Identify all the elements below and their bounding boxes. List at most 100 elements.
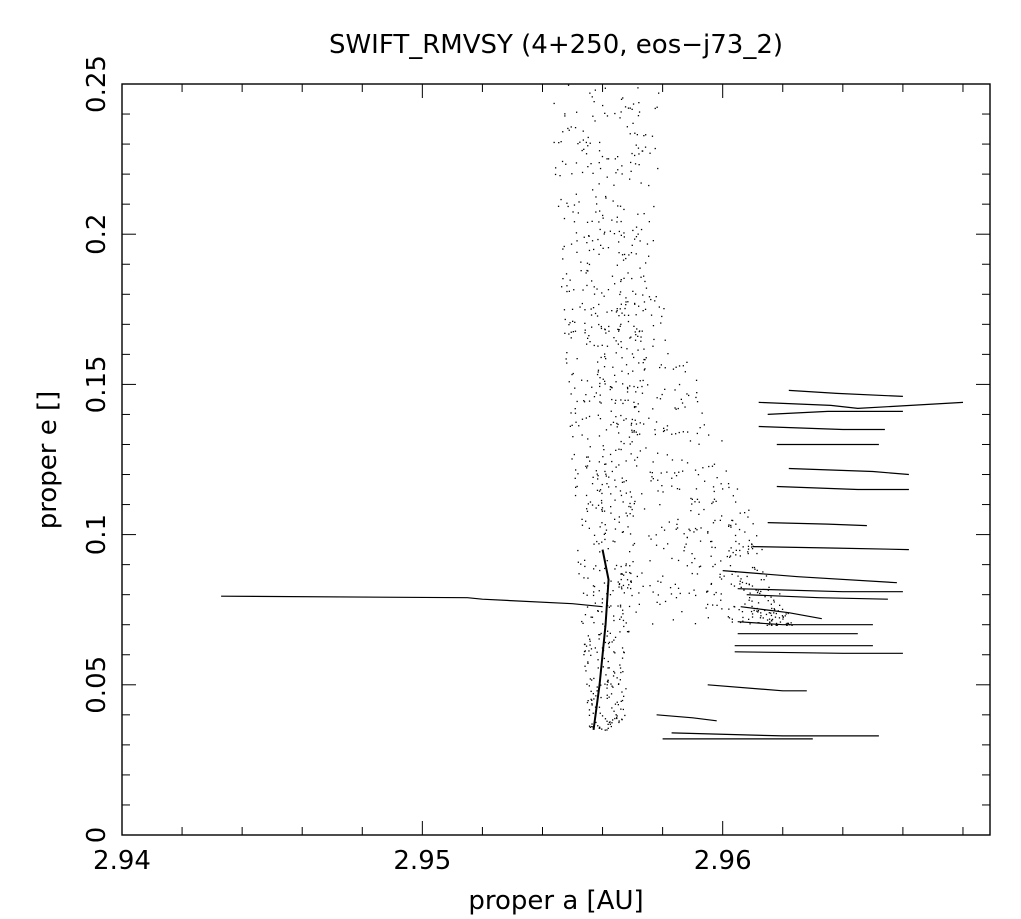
data-point <box>625 688 627 690</box>
data-point <box>671 477 673 479</box>
data-point <box>606 729 608 731</box>
data-point <box>666 425 669 427</box>
data-point <box>576 400 578 403</box>
data-point <box>627 301 629 303</box>
data-point <box>596 540 598 543</box>
data-point <box>567 205 569 208</box>
data-point <box>572 211 574 213</box>
data-point <box>620 303 622 305</box>
data-point <box>754 568 756 570</box>
data-point <box>678 488 681 490</box>
data-point <box>569 425 571 427</box>
data-point <box>578 573 580 575</box>
data-point <box>760 590 762 593</box>
data-point <box>660 472 662 474</box>
data-point <box>686 536 688 539</box>
data-point <box>699 540 702 542</box>
data-point <box>586 467 588 469</box>
data-point <box>591 96 593 98</box>
data-point <box>663 427 665 429</box>
data-point <box>596 489 599 491</box>
data-point <box>614 479 616 481</box>
data-point <box>618 521 620 523</box>
data-point <box>633 356 635 359</box>
data-point <box>619 604 622 606</box>
data-point <box>671 557 673 560</box>
data-point <box>620 279 622 281</box>
data-point <box>675 408 677 410</box>
data-point <box>630 170 632 172</box>
data-point <box>607 679 609 681</box>
data-point <box>638 410 640 413</box>
data-point <box>648 296 651 298</box>
data-point <box>584 665 586 667</box>
data-point <box>628 436 631 438</box>
data-point <box>616 717 618 719</box>
data-point <box>633 503 635 505</box>
data-point <box>600 684 602 686</box>
data-point <box>619 667 622 669</box>
data-point <box>604 718 607 720</box>
x-tick-label: 2.94 <box>93 846 151 876</box>
data-point <box>635 144 637 146</box>
data-point <box>613 710 615 712</box>
data-point <box>614 402 616 404</box>
data-point <box>729 565 732 567</box>
data-point <box>597 610 599 612</box>
data-point <box>625 564 627 567</box>
data-point <box>684 406 686 408</box>
data-point <box>619 679 621 681</box>
data-point <box>777 610 779 612</box>
data-point <box>628 605 631 608</box>
data-point <box>626 579 629 581</box>
data-point <box>768 623 770 626</box>
data-point <box>714 519 716 522</box>
tick-labels: 2.94 2.95 2.96 0 0.05 0.1 0.15 0.2 0.25 <box>82 55 752 876</box>
data-point <box>589 726 591 728</box>
data-point <box>696 573 699 575</box>
data-point <box>596 373 599 376</box>
data-point <box>574 494 577 497</box>
data-point <box>649 471 651 473</box>
data-point <box>653 338 655 341</box>
data-point <box>616 717 618 720</box>
data-point <box>635 391 637 393</box>
data-point <box>593 396 596 398</box>
data-point <box>671 485 673 487</box>
y-tick-label: 0.25 <box>82 55 112 113</box>
data-point <box>748 583 750 585</box>
data-point <box>650 480 652 482</box>
data-point <box>622 97 624 99</box>
data-point <box>604 356 606 358</box>
data-point <box>576 485 578 488</box>
data-point <box>651 135 654 137</box>
data-point <box>766 619 769 621</box>
data-point <box>629 533 632 535</box>
data-point <box>559 175 561 177</box>
data-point <box>622 402 624 405</box>
data-point <box>617 343 619 345</box>
y-axis-label: proper e [] <box>33 391 63 530</box>
data-point <box>643 369 645 371</box>
data-point <box>659 603 661 605</box>
data-point <box>618 583 620 586</box>
data-point <box>601 510 603 512</box>
data-point <box>688 528 690 530</box>
data-point <box>627 587 629 589</box>
data-point <box>635 406 637 408</box>
data-point <box>642 294 644 296</box>
data-point <box>580 563 582 565</box>
data-point <box>600 632 602 635</box>
data-point <box>586 343 588 345</box>
data-point <box>651 476 653 478</box>
data-point <box>686 462 689 464</box>
data-point <box>595 470 597 472</box>
data-point <box>594 312 597 315</box>
data-point <box>749 592 751 594</box>
data-point <box>648 255 650 257</box>
data-point <box>752 523 754 525</box>
data-point <box>592 585 595 587</box>
data-point <box>572 320 574 322</box>
data-point <box>663 308 665 310</box>
data-point <box>735 549 737 551</box>
